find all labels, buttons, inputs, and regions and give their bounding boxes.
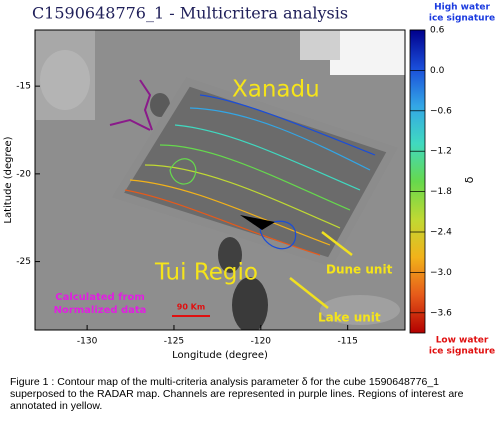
radar-texture [35, 30, 405, 330]
colorbar [409, 29, 426, 334]
colorbar-top-label: High water [434, 3, 490, 13]
scale-label: 90 Km [177, 303, 205, 312]
colorbar-levels [410, 29, 425, 314]
colorbar-tick-label: −0.6 [430, 106, 452, 116]
x-tick-label: -120 [251, 337, 272, 347]
colorbar-tick-label: 0.0 [430, 66, 445, 76]
y-tick-label: -15 [16, 82, 31, 92]
unit-arrows [289, 231, 353, 309]
colorbar-label: δ [463, 176, 476, 183]
colorbar-bottom-label: Low water [436, 336, 489, 346]
x-tick-label: -115 [337, 337, 357, 347]
unit-label: Dune unit [326, 263, 393, 277]
region-label: Xanadu [232, 77, 320, 103]
region-label: Tui Regio [154, 260, 258, 286]
chart: C1590648776_1 - Multicritera analysis Lo… [3, 3, 495, 362]
figure-caption: Figure 1 : Contour map of the multi-crit… [10, 376, 464, 412]
contours [124, 94, 376, 256]
note-label: Normalized data [54, 305, 147, 316]
x-axis-label: Longitude (degree) [172, 350, 268, 361]
unit-label: Lake unit [318, 311, 381, 325]
y-tick-label: -25 [16, 257, 31, 267]
colorbar-bottom-label: ice signature [429, 347, 495, 357]
x-tick-label: -125 [164, 337, 184, 347]
colorbar-tick-label: 0.6 [430, 26, 445, 36]
chart-title: C1590648776_1 - Multicritera analysis [32, 4, 348, 23]
plot-frame [34, 29, 406, 331]
colorbar-tick-label: −1.8 [430, 187, 452, 197]
colorbar-tick-label: −3.6 [430, 308, 452, 318]
colorbar-top-label: ice signature [429, 14, 495, 24]
y-tick-label: -20 [16, 169, 31, 179]
colorbar-tick-label: −2.4 [430, 228, 452, 238]
x-tick-label: -130 [77, 337, 98, 347]
colorbar-tick-label: −1.2 [430, 147, 452, 157]
colorbar-tick-label: −3.0 [430, 268, 452, 278]
y-axis-label: Latitude (degree) [3, 136, 14, 223]
note-label: Calculated from [55, 292, 145, 303]
